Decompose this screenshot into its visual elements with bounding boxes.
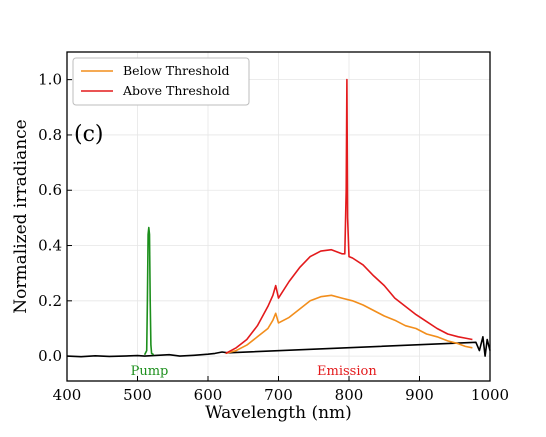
series-layer	[66, 78, 491, 358]
annotation-emission: Emission	[317, 364, 377, 379]
y-tick-label: 0.4	[38, 237, 62, 255]
x-tick-label: 400	[53, 386, 82, 404]
x-tick-label: 500	[123, 386, 152, 404]
x-tick-label: 800	[335, 386, 364, 404]
series-line-below-threshold	[225, 294, 473, 355]
legend: Below Threshold Above Threshold	[72, 57, 250, 106]
x-tick-label: 700	[264, 386, 293, 404]
series-line-series-2	[66, 335, 491, 358]
series-line-above-threshold	[225, 78, 473, 355]
legend-entry: Below Threshold	[123, 63, 230, 78]
y-tick-label: 0.8	[38, 126, 62, 144]
y-axis-label: Normalized irradiance	[11, 119, 31, 313]
ticks: 400 500 600 700 800 900 1000 0.0 0.2 0.4 0.6 0.8 1.0	[38, 71, 509, 404]
x-axis-label: Wavelength (nm)	[205, 403, 352, 423]
annotations: Pump Emission	[131, 364, 378, 379]
series-line-series-3	[143, 226, 155, 356]
x-tick-label: 600	[194, 386, 223, 404]
y-tick-label: 1.0	[38, 71, 62, 89]
y-tick-label: 0.0	[38, 347, 62, 365]
grid	[66, 52, 491, 381]
y-tick-label: 0.2	[38, 292, 62, 310]
x-tick-label: 1000	[471, 386, 509, 404]
panel-label: (c)	[74, 122, 104, 147]
legend-entry: Above Threshold	[122, 83, 230, 98]
annotation-pump: Pump	[131, 364, 169, 379]
legend-box	[72, 57, 250, 106]
x-tick-label: 900	[405, 386, 434, 404]
y-tick-label: 0.6	[38, 181, 62, 199]
